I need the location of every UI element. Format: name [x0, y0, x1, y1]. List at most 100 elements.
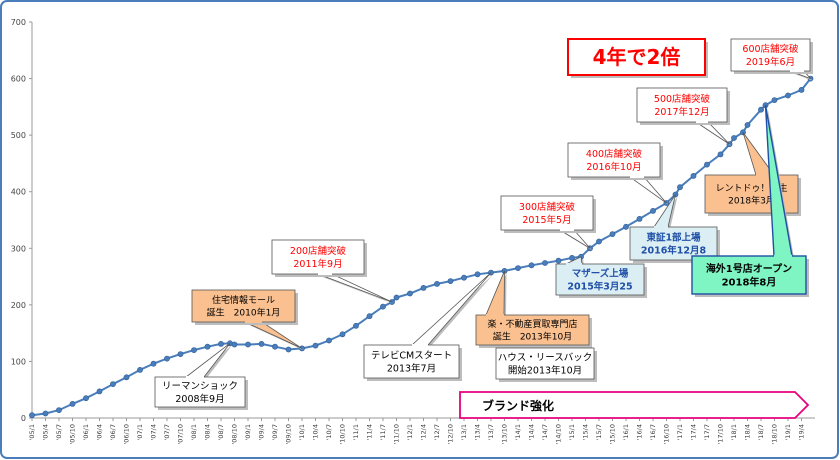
callout-box: [730, 38, 811, 72]
data-point: [596, 238, 602, 245]
annotation-double: 4年で2倍: [567, 38, 708, 78]
callout-text: 住宅情報モール: [212, 294, 275, 306]
callout-text: 2008年9月: [175, 393, 224, 405]
callout-text: 誕生 2010年1月: [207, 306, 281, 318]
x-tick-label: '07/10: [177, 424, 185, 445]
callout-tail-shadow: [247, 324, 304, 351]
x-tick-label: '10/10: [339, 424, 347, 445]
x-tick-label: '05/4: [42, 424, 50, 440]
data-point: [110, 381, 116, 387]
data-point: [407, 290, 413, 297]
y-tick-label: 600: [11, 75, 26, 84]
data-point: [69, 400, 76, 407]
data-point: [231, 341, 238, 348]
x-tick-label: '12/7: [433, 424, 441, 440]
callout-text: 2018年3月: [728, 194, 775, 206]
callout-text: 海外1号店オープン: [706, 262, 792, 275]
y-tick-label: 700: [11, 18, 26, 27]
y-tick-label: 500: [11, 131, 26, 140]
data-point: [164, 355, 170, 362]
data-point: [609, 231, 616, 237]
x-tick-label: '17/7: [703, 424, 711, 440]
data-point: [785, 92, 791, 99]
data-point: [83, 395, 89, 402]
callout-text: 楽・不動産買取専門店: [487, 318, 577, 330]
x-tick-label: '13/1: [460, 424, 468, 440]
x-tick-label: '07/7: [163, 424, 171, 440]
x-tick-label: '11/7: [379, 424, 387, 440]
x-tick-label: '11/4: [366, 424, 374, 440]
callout-text: マザーズ上場: [572, 268, 629, 280]
data-point: [731, 135, 737, 141]
x-tick-label: '10/1: [298, 424, 306, 440]
brand-arrow-label: ブランド強化: [482, 398, 554, 413]
data-point: [677, 184, 683, 191]
callout-text: 2015年5月: [522, 214, 571, 226]
y-tick-label: 0: [21, 414, 26, 423]
x-tick-label: '16/7: [649, 424, 657, 440]
x-tick-label: '06/4: [96, 424, 104, 440]
callout-box: [636, 87, 728, 123]
callout-box: [500, 195, 594, 231]
x-tick-label: '16/10: [663, 424, 671, 445]
data-point: [218, 340, 224, 347]
callout-box: [567, 38, 706, 76]
callout-text: 2018年8月: [722, 275, 777, 288]
data-point: [704, 161, 710, 168]
data-point: [96, 388, 103, 395]
callout-box: [691, 255, 807, 295]
x-tick-label: '09/1: [244, 424, 252, 440]
x-tick-label: '06/10: [123, 424, 131, 445]
x-tick-label: '05/1: [28, 424, 36, 440]
callout-box: [567, 142, 661, 178]
callout-tail-shadow: [745, 134, 776, 177]
x-tick-label: '05/7: [55, 424, 63, 440]
x-tick-label: '17/1: [676, 424, 684, 440]
x-axis: '05/1 '05/4 '05/7 '05/10 '06/1 '06/4 '06/7 '06/…: [28, 417, 815, 445]
x-tick-label: '18/1: [730, 424, 738, 440]
data-point: [285, 346, 292, 353]
callout-text: 誕生 2013年10月: [493, 330, 572, 342]
x-tick-label: '14/10: [555, 424, 563, 445]
data-point: [353, 322, 359, 329]
data-point: [717, 151, 724, 158]
x-tick-label: '09/4: [258, 424, 266, 440]
brand-arrow-shape: [459, 391, 810, 419]
x-tick-label: '13/7: [487, 424, 495, 440]
callout-tail-shadow: [562, 232, 592, 251]
x-tick-label: '15/7: [595, 424, 603, 440]
x-tick-label: '19/1: [784, 424, 792, 440]
x-tick-label: '05/10: [69, 424, 77, 445]
x-tick-label: '10/7: [325, 424, 333, 440]
callout-text: 2016年12月8: [641, 244, 707, 256]
x-tick-label: '13/4: [474, 424, 482, 440]
data-point: [623, 223, 629, 230]
y-tick-label: 400: [11, 188, 26, 197]
x-tick-label: '15/1: [568, 424, 576, 440]
x-tick-label: '11/1: [352, 424, 360, 440]
callout-box: [495, 347, 595, 380]
data-point: [528, 262, 535, 269]
callout-text: 2017年12月: [654, 106, 709, 118]
x-tick-label: '18/10: [771, 424, 779, 445]
callout-box: [555, 263, 645, 296]
data-point: [569, 254, 575, 261]
x-tick-label: '08/1: [190, 424, 198, 440]
callout-box: [191, 289, 296, 323]
data-point: [380, 303, 386, 310]
callout-tail-shadow: [698, 124, 732, 147]
x-tick-label: '10/4: [312, 424, 320, 440]
callout-text: テレビCMスタート: [371, 351, 452, 362]
data-point: [339, 331, 346, 338]
data-point: [758, 106, 764, 113]
